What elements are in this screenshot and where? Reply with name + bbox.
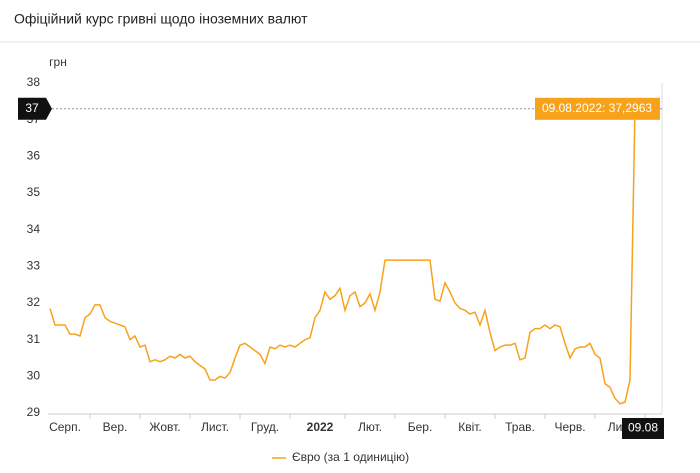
chart-title: Офіційний курс гривні щодо іноземних вал… bbox=[14, 11, 308, 27]
x-tick-label: Черв. bbox=[554, 420, 585, 434]
crosshair-x-box bbox=[622, 418, 664, 439]
crosshair-y-label: 37 bbox=[25, 101, 39, 115]
x-tick-label: Вер. bbox=[103, 420, 128, 434]
x-tick-label: Серп. bbox=[49, 420, 81, 434]
x-tick-label: Трав. bbox=[505, 420, 535, 434]
line-series bbox=[49, 108, 636, 405]
crosshair-x-label: 09.08 bbox=[628, 421, 658, 435]
x-tick-label: Лист. bbox=[201, 420, 229, 434]
x-tick-label: Бер. bbox=[408, 420, 433, 434]
crosshair-y-box bbox=[18, 97, 52, 120]
x-tick-label: 2022 bbox=[307, 420, 334, 434]
y-tick-label: 34 bbox=[27, 222, 41, 236]
y-tick-label: 29 bbox=[27, 405, 41, 419]
x-tick-label: Груд. bbox=[251, 420, 279, 434]
y-tick-label: 36 bbox=[27, 149, 41, 163]
x-tick-label: Квіт. bbox=[458, 420, 482, 434]
tooltip-text: 09.08.2022: 37,2963 bbox=[542, 101, 652, 115]
y-tick-label: 35 bbox=[27, 185, 41, 199]
x-tick-label: Лют. bbox=[358, 420, 382, 434]
y-tick-label: 38 bbox=[27, 75, 41, 89]
y-tick-label: 31 bbox=[27, 332, 41, 346]
tooltip-box bbox=[535, 97, 660, 120]
y-tick-label: 30 bbox=[27, 369, 41, 383]
y-axis-label: грн bbox=[49, 55, 67, 69]
y-tick-label: 33 bbox=[27, 259, 41, 273]
y-tick-label: 32 bbox=[27, 295, 41, 309]
legend-label: Євро (за 1 одиницію) bbox=[292, 450, 409, 464]
x-tick-label: Жовт. bbox=[149, 420, 180, 434]
